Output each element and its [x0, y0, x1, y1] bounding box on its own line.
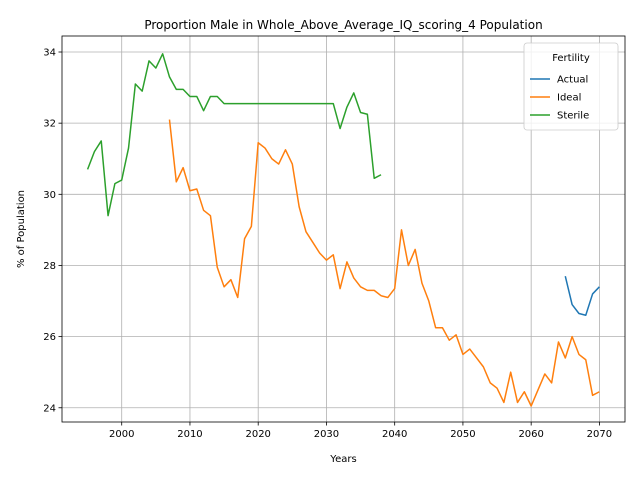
series-line-ideal: [168, 119, 600, 407]
x-tick-label: 2050: [450, 429, 475, 440]
y-tick-label: 32: [43, 119, 56, 130]
x-tick-label: 2040: [382, 429, 407, 440]
series-line-sterile: [86, 53, 382, 217]
x-tick-label: 2010: [177, 429, 202, 440]
legend: Fertility Actual Ideal Sterile: [523, 42, 619, 131]
y-tick-label: 28: [43, 261, 56, 272]
legend-box: [523, 42, 619, 131]
legend-label-actual: Actual: [557, 75, 588, 86]
x-tick-label: 2070: [587, 429, 612, 440]
x-tick-label: 2060: [518, 429, 543, 440]
y-tick-label: 26: [43, 332, 56, 343]
plot-frame: [61, 35, 626, 423]
y-axis-title: % of Population: [16, 190, 27, 268]
chart-title: Proportion Male in Whole_Above_Average_I…: [144, 18, 542, 32]
legend-title: Fertility: [552, 53, 590, 64]
x-tick-label: 2020: [245, 429, 270, 440]
series-lines: [86, 53, 600, 407]
x-tick-label: 2000: [109, 429, 134, 440]
y-tick-label: 24: [43, 403, 56, 414]
x-tick-label: 2030: [314, 429, 339, 440]
grid-lines: [62, 36, 625, 422]
legend-label-ideal: Ideal: [557, 93, 581, 104]
legend-label-sterile: Sterile: [557, 111, 589, 122]
y-tick-label: 30: [43, 190, 56, 201]
axis-ticks: 2000 2010 2020 2030 2040 2050 2060 2070 24 26 28 30…: [43, 48, 612, 440]
series-line-actual: [564, 275, 600, 317]
x-axis-title: Years: [329, 454, 356, 465]
y-tick-label: 34: [43, 48, 56, 59]
